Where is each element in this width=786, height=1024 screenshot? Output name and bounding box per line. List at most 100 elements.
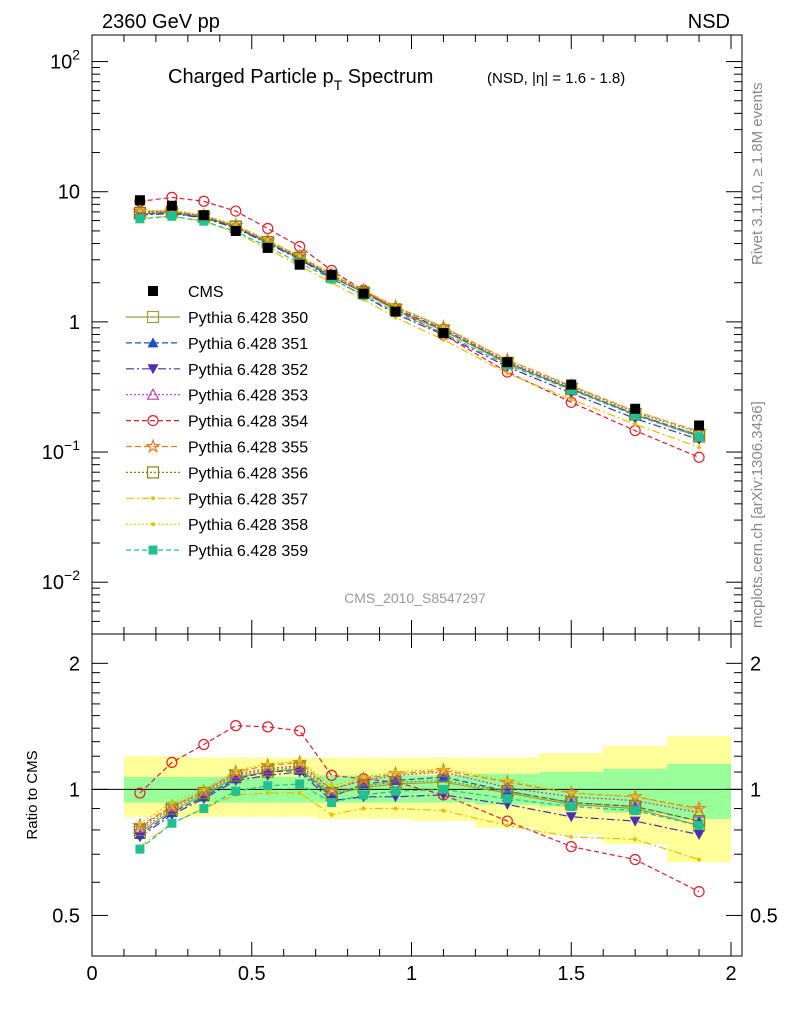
legend-label-p355: Pythia 6.428 355	[188, 440, 308, 457]
main-point-p358-0	[137, 208, 142, 213]
legend-marker-p357	[151, 496, 155, 501]
cms-point-6	[326, 269, 337, 280]
x-tick-label-1: 0.5	[238, 963, 266, 985]
cms-point-12	[630, 403, 641, 414]
ratio-point-p357-9	[441, 808, 446, 813]
ratio-point-p358-2	[201, 787, 206, 792]
main-point-p357-11	[569, 397, 574, 402]
ratio-point-p357-8	[393, 806, 398, 811]
ratio-point-p357-10	[505, 823, 510, 828]
ratio-point-p358-3	[233, 768, 238, 773]
ratio-point-p354-11	[565, 841, 577, 853]
main-series-line-p357	[139, 215, 700, 448]
legend-marker-p352	[147, 364, 159, 375]
x-tick-label-4: 2	[725, 963, 736, 985]
ratio-point-p354-5	[294, 725, 306, 737]
legend-marker-p351	[147, 337, 159, 348]
cms-point-2	[198, 210, 209, 221]
ratio-point-p359-13	[694, 820, 704, 830]
legend-label-p352: Pythia 6.428 352	[188, 362, 308, 379]
cms-point-7	[358, 288, 369, 299]
ratio-point-p352-13	[693, 830, 705, 841]
ratio-point-p359-11	[566, 802, 576, 812]
ratio-point-p358-10	[505, 778, 510, 783]
ratio-point-p358-5	[297, 758, 302, 763]
ratio-point-p352-2	[198, 794, 210, 805]
x-tick-label-0: 0	[86, 963, 97, 985]
ratio-series-line-p351	[139, 769, 700, 836]
cms-point-13	[694, 420, 705, 431]
rivet-version-label: Rivet 3.1.10, ≥ 1.8M events	[749, 83, 766, 266]
legend-marker-p355	[145, 438, 161, 454]
main-point-p357-9	[441, 337, 446, 342]
legend-label-p357: Pythia 6.428 357	[188, 491, 308, 508]
ratio-point-p359-5	[295, 779, 305, 789]
ratio-point-p358-11	[569, 791, 574, 796]
chart-title-post: Spectrum	[342, 66, 433, 88]
ratio-point-p357-4	[265, 791, 270, 796]
ratio-point-p358-9	[441, 766, 446, 771]
cms-point-5	[294, 259, 305, 270]
legend-label-p359: Pythia 6.428 359	[188, 543, 308, 560]
legend-marker-p354	[147, 415, 159, 427]
ratio-point-p352-1	[166, 810, 178, 821]
main-point-p359-1	[167, 211, 177, 221]
chart-title-sub: T	[334, 77, 343, 93]
legend-marker-p359	[148, 545, 158, 555]
legend-label-p350: Pythia 6.428 350	[188, 310, 308, 327]
ratio-point-p357-13	[697, 857, 702, 862]
chart-title: Charged Particle pT Spectrum	[168, 66, 433, 93]
ratio-point-p358-8	[393, 770, 398, 775]
header-energy-label: 2360 GeV pp	[102, 11, 220, 33]
main-point-p357-12	[633, 422, 638, 427]
ratio-point-p359-8	[391, 786, 401, 796]
ratio-panel-series	[132, 720, 707, 898]
ratio-y-axis-label: Ratio to CMS	[24, 750, 41, 839]
ratio-y-tick-label-left-2: 2	[69, 653, 80, 675]
ratio-point-p355-12	[627, 788, 643, 804]
legend-marker-p353	[146, 387, 160, 400]
main-point-p358-5	[297, 253, 302, 258]
ratio-point-p358-13	[697, 808, 702, 813]
ratio-point-p357-7	[361, 806, 366, 811]
ratio-point-p359-6	[327, 798, 337, 808]
legend-label-p351: Pythia 6.428 351	[188, 336, 308, 353]
ratio-point-p359-0	[135, 844, 145, 854]
cms-point-0	[134, 195, 145, 206]
legend-marker-p350	[146, 310, 160, 324]
ratio-y-tick-label-right-1: 1	[750, 779, 761, 801]
x-tick-label-3: 1.5	[557, 963, 585, 985]
main-point-p358-4	[265, 238, 270, 243]
ratio-point-p354-0	[134, 787, 146, 799]
ratio-point-p358-7	[361, 775, 366, 780]
legend-cms-marker	[148, 286, 158, 296]
main-point-p354-2	[198, 195, 210, 207]
ratio-y-tick-label-right-0: 0.5	[750, 905, 778, 927]
ratio-point-p358-0	[137, 821, 142, 826]
axes-group: 0 0.5 1 1.5 2 102 10 1 10−1 10−2 0.5 0.5 1 1 2 2	[42, 34, 778, 985]
ratio-point-p357-5	[297, 791, 302, 796]
main-y-tick-label-0: 102	[50, 47, 80, 74]
main-point-p359-11	[566, 385, 576, 395]
ratio-point-p358-6	[329, 783, 334, 788]
main-series-line-p354	[139, 196, 700, 458]
ratio-point-p354-3	[230, 720, 242, 732]
analysis-id-label: CMS_2010_S8547297	[344, 590, 486, 606]
ratio-point-p352-12	[629, 816, 641, 827]
ratio-point-p354-1	[166, 756, 178, 768]
ratio-point-p355-4	[259, 757, 276, 773]
ratio-point-p357-11	[569, 834, 574, 839]
legend-label-p354: Pythia 6.428 354	[188, 414, 308, 431]
ratio-point-p357-6	[329, 812, 334, 817]
ratio-point-p355-11	[563, 784, 580, 800]
ratio-point-p354-13	[693, 885, 705, 898]
ratio-point-p358-12	[633, 794, 638, 799]
ratio-point-p359-3	[231, 786, 241, 796]
ratio-panel-frame	[91, 633, 743, 957]
ratio-point-p355-5	[291, 754, 308, 769]
ratio-point-p354-12	[629, 853, 641, 866]
ratio-point-p355-2	[196, 783, 212, 798]
chart-title-pre: Charged Particle p	[168, 66, 334, 88]
ratio-point-p354-6	[326, 769, 338, 781]
